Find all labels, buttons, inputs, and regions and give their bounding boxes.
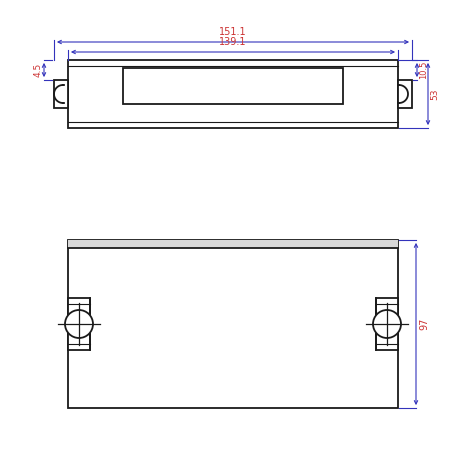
Bar [123, 68, 343, 104]
Text: 139.1: 139.1 [219, 37, 247, 47]
Bar [68, 240, 398, 248]
Circle shape [373, 310, 401, 338]
Bar [68, 240, 398, 408]
Bar [54, 80, 68, 108]
Text: 53: 53 [430, 88, 439, 100]
Text: 97: 97 [419, 318, 429, 330]
Text: 10.5: 10.5 [419, 61, 428, 79]
Bar [68, 298, 90, 350]
Bar [376, 298, 398, 350]
Text: 4.5: 4.5 [34, 63, 43, 77]
Bar [68, 60, 398, 128]
Bar [398, 80, 412, 108]
Text: 151.1: 151.1 [219, 27, 247, 37]
Circle shape [65, 310, 93, 338]
